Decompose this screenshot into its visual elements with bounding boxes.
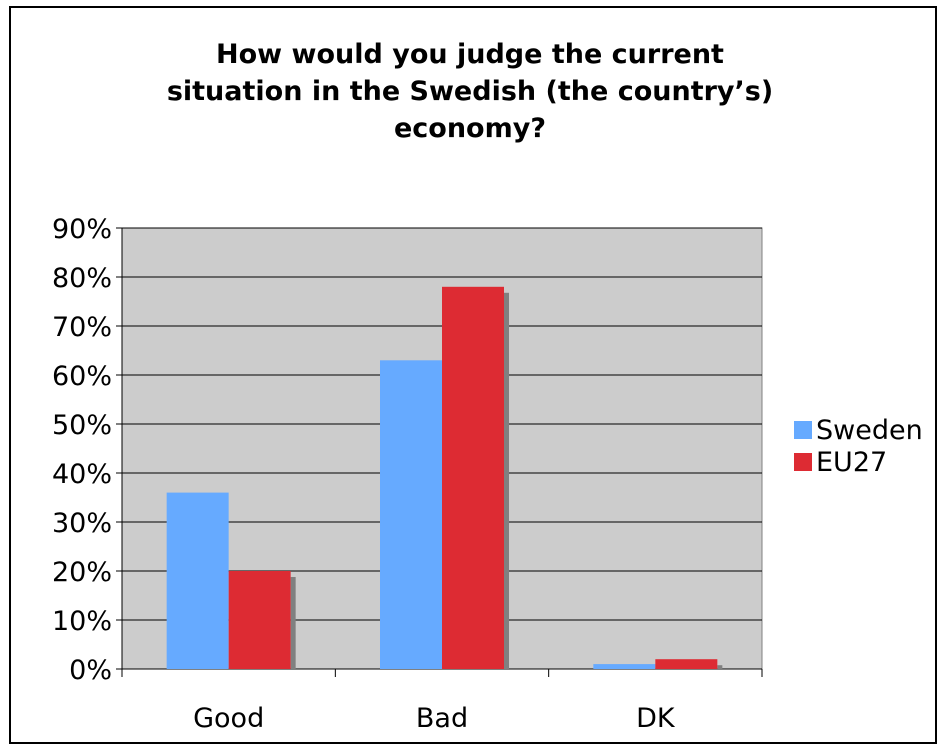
legend-item-sweden: Sweden	[794, 414, 923, 446]
bar-sweden-dk	[593, 664, 656, 669]
x-tick-label: Bad	[416, 703, 468, 734]
y-tick-label: 70%	[52, 312, 112, 343]
bar-shadow	[504, 292, 509, 669]
y-tick-label: 20%	[52, 557, 112, 588]
y-tick-label: 90%	[52, 214, 112, 245]
y-tick-label: 40%	[52, 459, 112, 490]
bar-shadow	[290, 577, 296, 669]
y-tick-label: 50%	[52, 410, 112, 441]
legend-label-sweden: Sweden	[816, 414, 923, 446]
y-tick-label: 60%	[52, 361, 112, 392]
bar-sweden-good	[166, 492, 229, 669]
bar-shadow	[717, 665, 723, 669]
legend-swatch-sweden	[794, 421, 812, 439]
x-tick-label: DK	[636, 703, 676, 734]
bar-eu27-dk	[655, 659, 718, 669]
legend-swatch-eu27	[794, 453, 812, 471]
y-tick-label: 80%	[52, 263, 112, 294]
x-tick-label: Good	[193, 703, 264, 734]
legend-label-eu27: EU27	[816, 446, 888, 478]
y-tick-label: 30%	[52, 508, 112, 539]
bar-eu27-bad	[442, 286, 504, 669]
legend-item-eu27: EU27	[794, 446, 923, 478]
legend: Sweden EU27	[794, 414, 923, 478]
chart-title: How would you judge the current situatio…	[166, 39, 774, 144]
y-tick-label: 0%	[69, 655, 112, 686]
y-tick-label: 10%	[52, 606, 112, 637]
bar-eu27-good	[228, 571, 291, 669]
bar-sweden-bad	[380, 360, 442, 669]
